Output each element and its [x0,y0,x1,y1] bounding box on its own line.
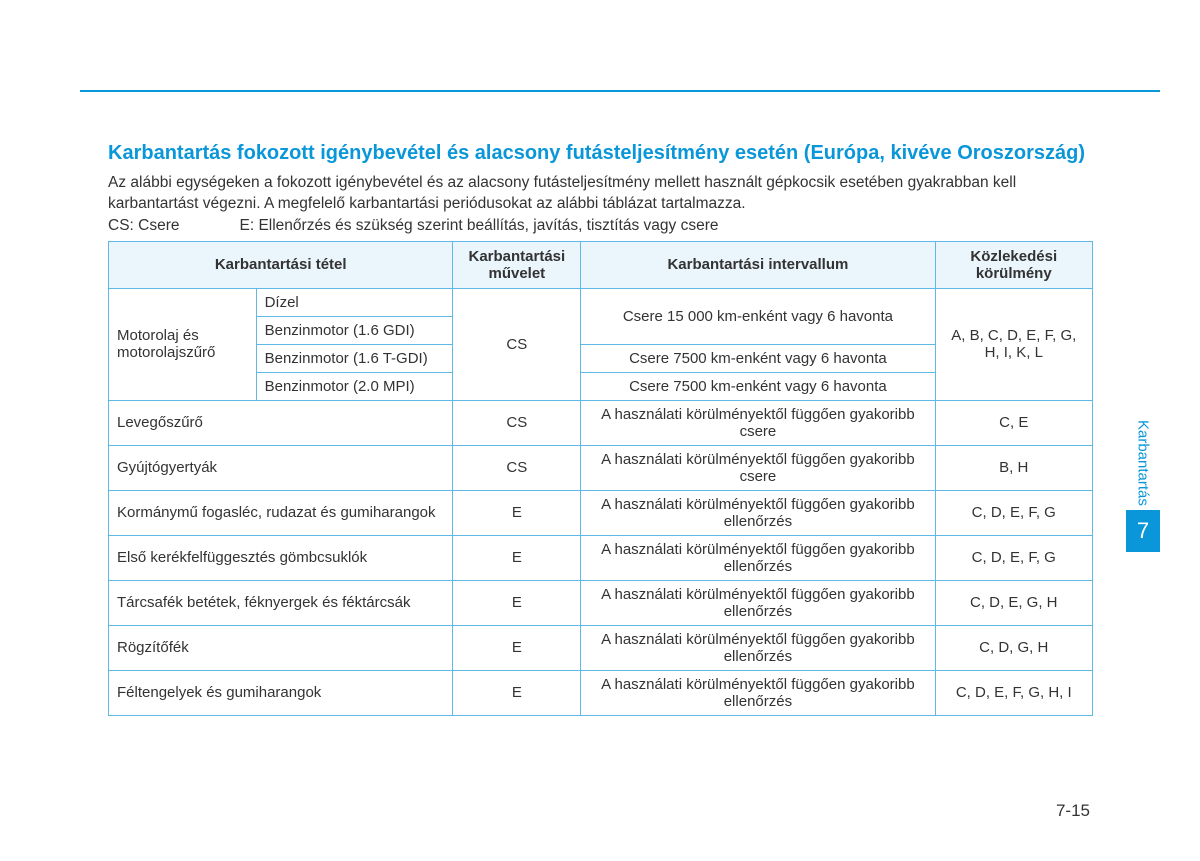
table-row: Első kerékfelfüggesztés gömbcsuklók E A … [109,535,1093,580]
cell-subitem: Dízel [256,288,453,316]
col-item: Karbantartási tétel [109,241,453,288]
cell-op: CS [453,400,581,445]
cell-op: E [453,535,581,580]
page-content: Karbantartás fokozott igénybevétel és al… [108,140,1093,716]
chapter-label: Karbantartás [1135,420,1152,510]
table-row: Féltengelyek és gumiharangok E A használ… [109,670,1093,715]
legend-e: E: Ellenőrzés és szükség szerint beállít… [240,217,719,235]
cell-interval: A használati körülményektől függően gyak… [581,400,935,445]
cell-interval: A használati körülményektől függően gyak… [581,445,935,490]
legend-cs: CS: Csere [108,217,180,235]
cell-cond: C, D, E, F, G [935,490,1092,535]
chapter-number: 7 [1126,510,1160,552]
table-row: Motorolaj és motorolajszűrő Dízel CS Cse… [109,288,1093,316]
cell-cond: C, D, G, H [935,625,1092,670]
intro-paragraph: Az alábbi egységeken a fokozott igénybev… [108,173,1093,215]
cell-op: CS [453,445,581,490]
page-number: 7-15 [1056,801,1090,821]
cell-cond: C, D, E, G, H [935,580,1092,625]
top-accent-rule [80,90,1160,92]
cell-interval: A használati körülményektől függően gyak… [581,670,935,715]
cell-op: E [453,670,581,715]
chapter-side-tab: Karbantartás 7 [1126,420,1160,552]
cell-interval: A használati körülményektől függően gyak… [581,535,935,580]
table-row: Kormánymű fogasléc, rudazat és gumiharan… [109,490,1093,535]
cell-cond: B, H [935,445,1092,490]
cell-interval: A használati körülményektől függően gyak… [581,625,935,670]
cell-interval: Csere 7500 km-enként vagy 6 havonta [581,344,935,372]
cell-cond: A, B, C, D, E, F, G, H, I, K, L [935,288,1092,400]
cell-item-group: Motorolaj és motorolajszűrő [109,288,257,400]
table-row: Gyújtógyertyák CS A használati körülmény… [109,445,1093,490]
page-title: Karbantartás fokozott igénybevétel és al… [108,140,1093,167]
cell-item: Levegőszűrő [109,400,453,445]
col-interval: Karbantartási intervallum [581,241,935,288]
table-row: Levegőszűrő CS A használati körülményekt… [109,400,1093,445]
cell-item: Első kerékfelfüggesztés gömbcsuklók [109,535,453,580]
col-operation: Karbantartási művelet [453,241,581,288]
cell-item: Gyújtógyertyák [109,445,453,490]
cell-op: E [453,490,581,535]
cell-cond: C, D, E, F, G, H, I [935,670,1092,715]
cell-interval: Csere 7500 km-enként vagy 6 havonta [581,372,935,400]
cell-cond: C, E [935,400,1092,445]
table-row: Rögzítőfék E A használati körülményektől… [109,625,1093,670]
cell-op: E [453,625,581,670]
table-row: Tárcsafék betétek, féknyergek és féktárc… [109,580,1093,625]
table-header-row: Karbantartási tétel Karbantartási művele… [109,241,1093,288]
cell-interval: A használati körülményektől függően gyak… [581,490,935,535]
legend-row: CS: Csere E: Ellenőrzés és szükség szeri… [108,217,1093,235]
cell-item: Rögzítőfék [109,625,453,670]
cell-subitem: Benzinmotor (1.6 T-GDI) [256,344,453,372]
cell-interval: Csere 15 000 km-enként vagy 6 havonta [581,288,935,344]
cell-op: E [453,580,581,625]
cell-item: Féltengelyek és gumiharangok [109,670,453,715]
cell-subitem: Benzinmotor (2.0 MPI) [256,372,453,400]
cell-interval: A használati körülményektől függően gyak… [581,580,935,625]
cell-item: Kormánymű fogasléc, rudazat és gumiharan… [109,490,453,535]
cell-cond: C, D, E, F, G [935,535,1092,580]
maintenance-table: Karbantartási tétel Karbantartási művele… [108,241,1093,716]
col-condition: Közlekedési körülmény [935,241,1092,288]
cell-op: CS [453,288,581,400]
cell-subitem: Benzinmotor (1.6 GDI) [256,316,453,344]
cell-item: Tárcsafék betétek, féknyergek és féktárc… [109,580,453,625]
